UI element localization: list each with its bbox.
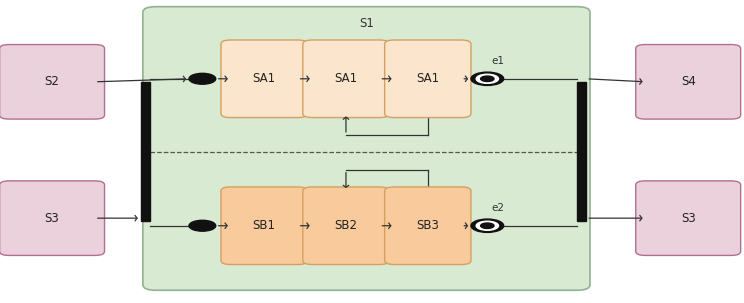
- Text: S2: S2: [45, 75, 60, 88]
- Text: SA1: SA1: [416, 72, 440, 85]
- Bar: [141, 82, 150, 221]
- Circle shape: [481, 76, 494, 82]
- FancyBboxPatch shape: [303, 187, 389, 265]
- Circle shape: [471, 72, 504, 85]
- Circle shape: [476, 221, 498, 230]
- Text: S1: S1: [359, 17, 374, 30]
- Text: S3: S3: [681, 212, 696, 225]
- Circle shape: [189, 220, 216, 231]
- Text: SB1: SB1: [253, 219, 275, 232]
- FancyBboxPatch shape: [0, 45, 104, 119]
- FancyBboxPatch shape: [636, 181, 741, 255]
- FancyBboxPatch shape: [0, 181, 104, 255]
- FancyBboxPatch shape: [385, 187, 471, 265]
- FancyBboxPatch shape: [385, 40, 471, 118]
- Text: SB2: SB2: [335, 219, 357, 232]
- FancyBboxPatch shape: [303, 40, 389, 118]
- FancyBboxPatch shape: [221, 187, 307, 265]
- Circle shape: [471, 219, 504, 232]
- FancyBboxPatch shape: [221, 40, 307, 118]
- Text: e1: e1: [491, 55, 504, 66]
- FancyBboxPatch shape: [143, 7, 590, 290]
- Circle shape: [189, 73, 216, 84]
- Text: SA1: SA1: [334, 72, 358, 85]
- FancyBboxPatch shape: [636, 45, 741, 119]
- Text: S3: S3: [45, 212, 60, 225]
- Circle shape: [481, 223, 494, 228]
- Circle shape: [476, 74, 498, 83]
- Text: e2: e2: [491, 202, 504, 213]
- Text: S4: S4: [681, 75, 696, 88]
- Bar: [577, 82, 586, 221]
- Text: SB3: SB3: [417, 219, 439, 232]
- Text: SA1: SA1: [252, 72, 276, 85]
